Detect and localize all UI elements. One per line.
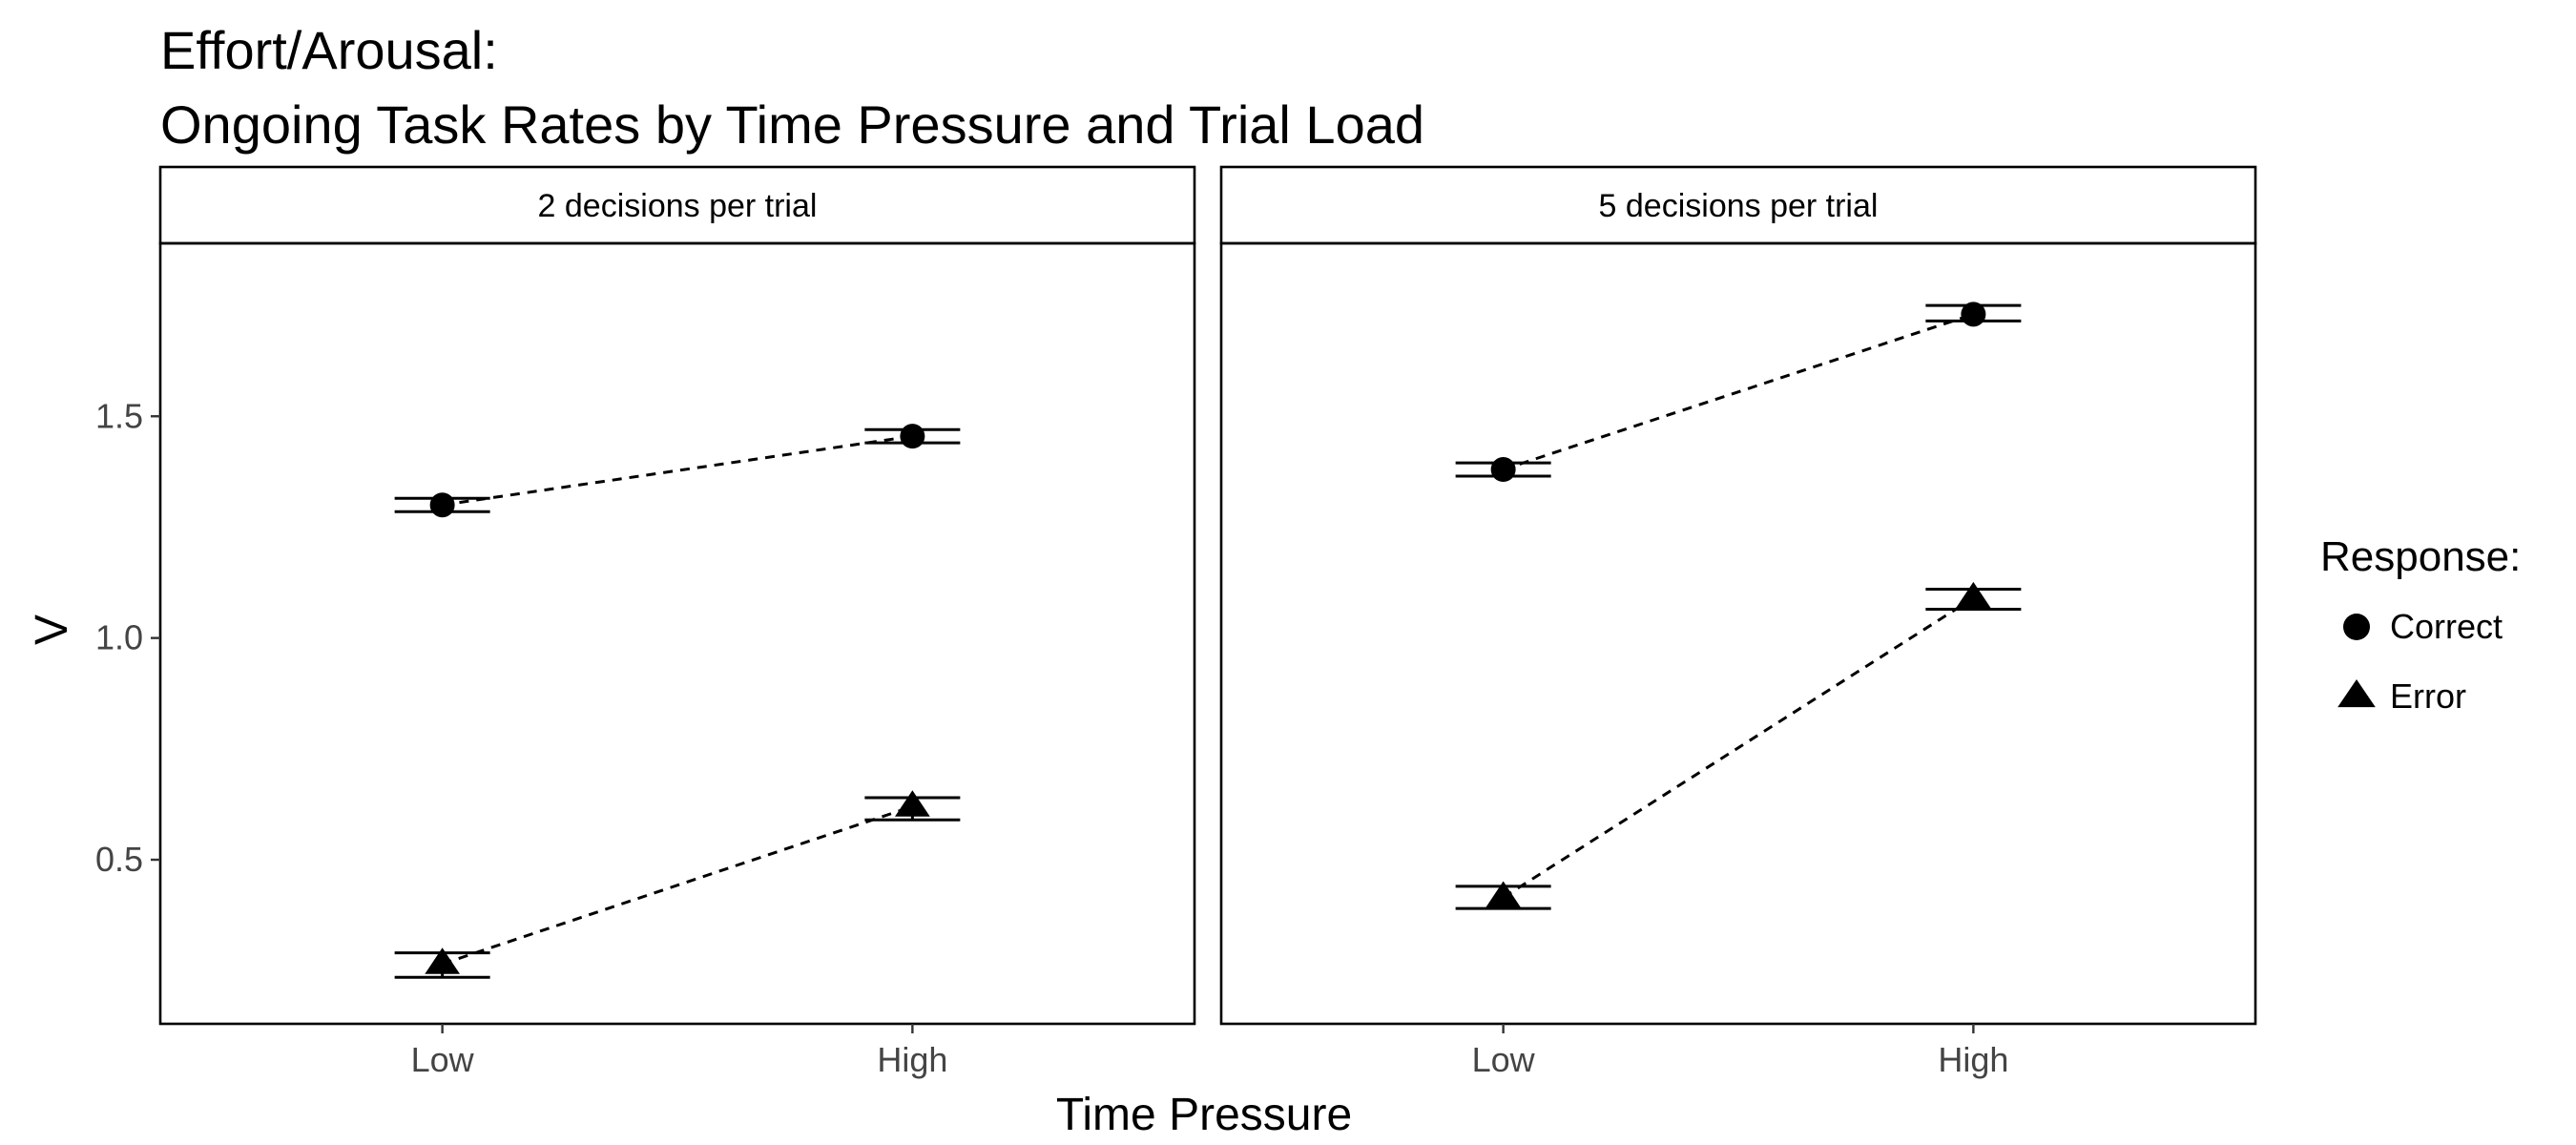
x-tick-label: High: [1938, 1040, 2008, 1079]
y-tick-label: 1.0: [95, 618, 143, 657]
data-point: [425, 947, 460, 974]
data-point: [1961, 302, 1986, 327]
legend-title: Response:: [2320, 533, 2521, 580]
series-line: [1502, 596, 1975, 899]
facet-strip-label: 5 decisions per trial: [1599, 188, 1879, 224]
data-point: [895, 790, 930, 817]
series-line: [442, 434, 913, 507]
series-correct: [394, 424, 961, 518]
y-axis: 0.5 1.0 1.5: [95, 396, 160, 879]
data-point: [1490, 457, 1516, 483]
y-axis-title: V: [27, 614, 77, 645]
data-point: [429, 492, 455, 518]
facet-panel-2: 5 decisions per trial Low High: [1219, 165, 2257, 1079]
series-line: [1503, 312, 1974, 471]
legend-key-error: [2337, 679, 2376, 708]
data-point: [1485, 881, 1521, 908]
data-point: [900, 424, 925, 449]
series-error: [1455, 581, 2022, 910]
x-tick-label: High: [877, 1040, 947, 1079]
chart-title: Effort/Arousal: Ongoing Task Rates by Ti…: [160, 13, 1424, 162]
y-tick-label: 0.5: [95, 840, 143, 879]
legend-label-correct: Correct: [2390, 607, 2503, 646]
series-correct: [1455, 302, 2022, 483]
y-tick-label: 1.5: [95, 396, 143, 435]
facet-strip-background: [1219, 165, 2257, 245]
chart-title-line-1: Effort/Arousal:: [160, 20, 498, 80]
panel-border: [158, 241, 1196, 1026]
series-error: [394, 790, 961, 979]
facet-panel-1: 2 decisions per trial Low High: [158, 165, 1196, 1079]
data-point: [1956, 581, 1991, 609]
series-line: [442, 804, 913, 966]
chart-title-line-2: Ongoing Task Rates by Time Pressure and …: [160, 94, 1424, 155]
x-tick-label: Low: [411, 1040, 475, 1079]
legend-key-correct: [2343, 614, 2370, 640]
legend-label-error: Error: [2390, 677, 2466, 716]
facet-strip-label: 2 decisions per trial: [538, 188, 818, 224]
x-tick-label: Low: [1472, 1040, 1536, 1079]
panel-border: [1219, 241, 2257, 1026]
x-axis-title: Time Pressure: [1056, 1090, 1352, 1140]
legend: Response: Correct Error: [2320, 533, 2521, 716]
